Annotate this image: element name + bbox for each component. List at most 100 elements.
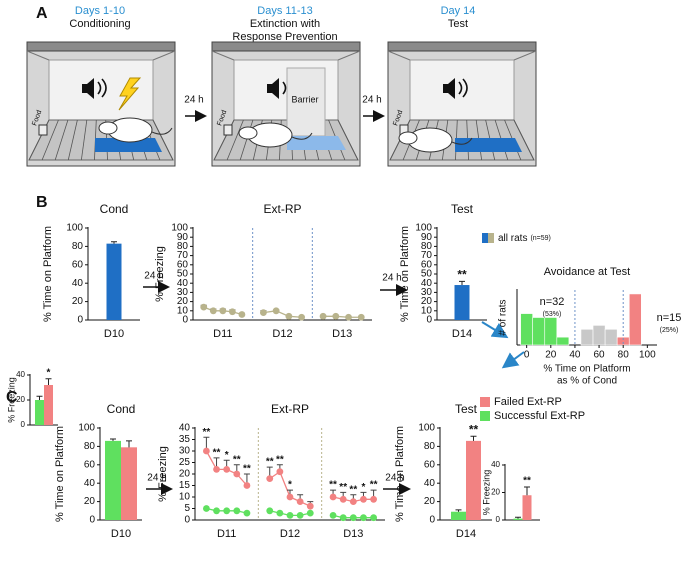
y-tick-label: 20 — [84, 496, 96, 507]
wall-edge — [513, 50, 537, 61]
significance: ** — [469, 422, 479, 436]
y-tick-label: 70 — [421, 250, 433, 261]
x-tick-label: D11 — [213, 328, 232, 340]
y-tick-label: 20 — [421, 296, 433, 307]
error-bar — [110, 438, 116, 441]
delay-label: 24 h — [144, 271, 163, 282]
point — [233, 470, 241, 478]
point — [203, 505, 210, 512]
wall-edge — [211, 50, 235, 61]
y-tick-label: 50 — [177, 269, 189, 280]
point — [329, 493, 337, 501]
delay-label: 24 h — [382, 273, 401, 284]
significance: ** — [213, 448, 221, 459]
y-tick-label: 40 — [16, 370, 25, 379]
y-tick-label: 10 — [421, 305, 433, 316]
point — [209, 307, 217, 315]
significance: ** — [233, 454, 241, 465]
point — [260, 309, 267, 317]
point — [370, 495, 377, 503]
chamber-top — [26, 41, 176, 52]
y-tick-label: 0 — [426, 315, 432, 326]
wall-edge — [152, 50, 176, 61]
barrier — [286, 67, 326, 137]
point — [272, 307, 280, 315]
y-tick-label: 40 — [84, 478, 96, 489]
chart-title: Cond — [107, 402, 136, 416]
y-tick-label: 30 — [177, 287, 189, 298]
x-tick-label: D12 — [280, 528, 300, 540]
bar — [513, 518, 523, 520]
significance: ** — [276, 454, 284, 465]
point — [223, 507, 231, 515]
histogram-bar — [592, 325, 606, 346]
y-tick-label: 100 — [418, 423, 435, 434]
grid-bar — [54, 119, 69, 161]
legend-swatch — [482, 233, 488, 243]
delay-label: 24 h — [184, 95, 203, 106]
error-bar — [455, 509, 462, 512]
point — [370, 514, 377, 522]
error-bar — [515, 516, 521, 519]
significance: * — [47, 367, 51, 378]
grid-bar — [337, 119, 359, 161]
histogram-bar — [604, 328, 618, 346]
y-tick-label: 70 — [177, 250, 189, 261]
bar — [106, 243, 122, 320]
arrow — [481, 321, 509, 339]
significance: ** — [370, 480, 378, 491]
series-line — [263, 310, 302, 318]
chart-title: Test — [451, 202, 474, 216]
y-axis-label: % Freezing — [154, 246, 166, 302]
stage-days: Days 11-13 — [257, 5, 312, 17]
speaker — [87, 78, 94, 99]
point — [339, 514, 347, 522]
legend-swatch — [480, 411, 490, 421]
barrier-label: Barrier — [291, 94, 318, 104]
rat-head — [238, 126, 258, 140]
point — [298, 313, 305, 321]
chart-title: Avoidance at Test — [544, 266, 630, 278]
panel-label: B — [36, 194, 48, 211]
stage-name: Conditioning — [69, 18, 130, 30]
chamber-top — [387, 41, 537, 52]
point — [296, 498, 304, 505]
y-tick-label: 100 — [415, 223, 432, 234]
annotation-note: (25%) — [660, 327, 679, 334]
rat-tail — [451, 137, 473, 145]
wall-edge — [387, 50, 411, 61]
y-tick-label: 100 — [171, 223, 188, 234]
y-tick-label: 25 — [179, 457, 191, 468]
point — [243, 509, 251, 517]
bar — [451, 511, 466, 520]
wall-edge — [337, 50, 361, 61]
histogram-bar — [580, 328, 594, 346]
y-axis-label: % Freezing — [157, 446, 169, 502]
point — [286, 493, 294, 501]
error-bar — [126, 440, 132, 448]
x-tick-label: 40 — [569, 350, 581, 361]
y-tick-label: 40 — [424, 478, 436, 489]
y-tick-label: 30 — [421, 287, 433, 298]
y-tick-label: 35 — [179, 434, 191, 445]
point — [345, 313, 352, 321]
point — [360, 514, 367, 522]
y-axis-label: % Freezing — [481, 470, 491, 516]
annotation: n=32 — [540, 296, 565, 308]
delay-label: 24 h — [362, 95, 381, 106]
point — [357, 313, 365, 321]
rat-tail — [291, 132, 313, 140]
point — [200, 303, 208, 311]
significance: ** — [339, 482, 347, 493]
point — [219, 307, 227, 315]
y-tick-label: 0 — [77, 315, 83, 326]
y-tick-label: 0 — [182, 315, 188, 326]
y-tick-label: 60 — [424, 459, 436, 470]
y-axis-label: # of rats — [498, 299, 509, 335]
sound — [97, 78, 107, 98]
bar — [466, 440, 481, 520]
y-tick-label: 20 — [177, 296, 189, 307]
speaker — [267, 84, 272, 93]
